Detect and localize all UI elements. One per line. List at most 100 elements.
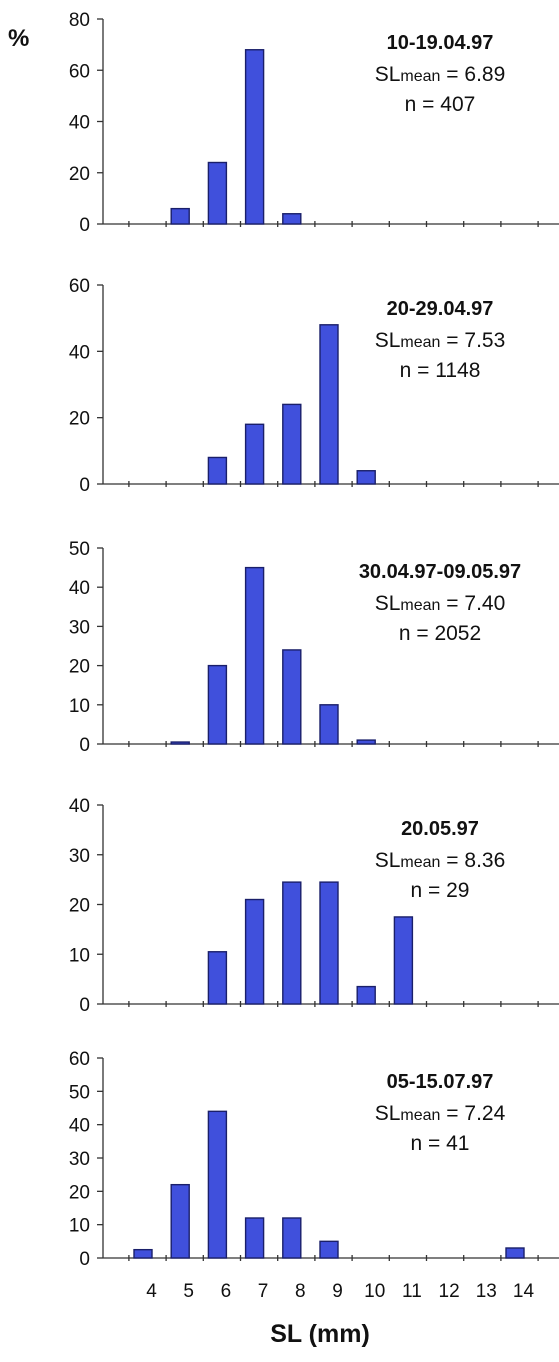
mean-value: = 7.24 — [440, 1102, 505, 1125]
y-tick-label: 20 — [69, 896, 90, 917]
x-tick-label: 6 — [221, 1281, 232, 1302]
mean-subscript: mean — [400, 68, 440, 85]
x-tick-label: 5 — [183, 1281, 194, 1302]
annotation-n: n = 2052 — [399, 622, 481, 645]
x-tick-label: 13 — [476, 1281, 497, 1302]
annotation-mean: SLmean = 7.24 — [375, 1102, 506, 1125]
bar-10 — [356, 739, 376, 745]
bar-9 — [319, 1240, 339, 1259]
bar-8 — [282, 213, 302, 225]
bar-10 — [356, 985, 376, 1005]
bar-5 — [170, 1183, 190, 1259]
bar-7 — [244, 898, 265, 1005]
x-tick-label: 7 — [258, 1281, 269, 1302]
y-tick-label: 40 — [69, 578, 90, 599]
panel-5: 0 10 20 30 40 50 60 4 5 6 7 8 9 10 11 12 13 14 05-15.07.97… — [69, 1049, 559, 1302]
y-tick-label: 40 — [69, 342, 90, 363]
mean-value: = 7.53 — [440, 329, 505, 352]
y-tick-label: 30 — [69, 846, 90, 867]
annotation-title: 10-19.04.97 — [387, 32, 494, 54]
y-tick-label: 60 — [69, 61, 90, 82]
y-tick-label: 80 — [69, 10, 90, 31]
bar-9 — [319, 704, 339, 745]
mean-prefix: SL — [375, 63, 401, 86]
bar-8 — [282, 1217, 302, 1259]
bar-6 — [207, 951, 228, 1005]
bar-9 — [319, 324, 339, 485]
y-tick-label: 10 — [69, 696, 90, 717]
mean-prefix: SL — [375, 329, 401, 352]
y-tick-label: 40 — [69, 1116, 90, 1137]
x-tick-label: 11 — [402, 1281, 422, 1302]
annotation-n: n = 41 — [411, 1132, 470, 1155]
x-tick-label: 10 — [364, 1281, 385, 1302]
y-tick-label: 20 — [69, 1182, 90, 1203]
annotation-n: n = 1148 — [400, 359, 481, 382]
panel-1: 0 20 40 60 80 10-19.04.97 SLmean = 6.89 n = 407 — [69, 10, 559, 236]
bar-9 — [319, 881, 339, 1005]
bar-14 — [505, 1247, 525, 1259]
y-tick-label: 40 — [69, 796, 90, 817]
annotation-n: n = 29 — [411, 879, 470, 902]
bar-6 — [207, 1110, 228, 1259]
bar-4 — [133, 1248, 153, 1259]
mean-prefix: SL — [375, 849, 401, 872]
x-axis-label: SL (mm) — [270, 1320, 370, 1348]
y-tick-label: 0 — [79, 735, 90, 756]
mean-subscript: mean — [400, 1107, 440, 1124]
bar-8 — [282, 403, 302, 485]
x-tick-label: 12 — [439, 1281, 460, 1302]
bar-11 — [393, 916, 414, 1005]
bar-5 — [170, 741, 190, 745]
y-tick-label: 60 — [69, 276, 90, 297]
annotation-mean: SLmean = 7.53 — [375, 329, 506, 352]
bar-7 — [244, 49, 265, 225]
annotation-title: 20-29.04.97 — [387, 298, 494, 320]
y-tick-label: 0 — [79, 475, 90, 496]
mean-subscript: mean — [400, 597, 440, 614]
panel-2: 0 20 40 60 20-29.04.97 SLmean = 7.53 n = 1148 — [69, 276, 559, 496]
annotation-mean: SLmean = 6.89 — [375, 63, 506, 86]
y-unit-label: % — [8, 25, 29, 52]
x-tick-label: 14 — [513, 1281, 535, 1302]
x-tick-label: 4 — [146, 1281, 157, 1302]
y-tick-label: 30 — [69, 1149, 90, 1170]
panel-3: 0 10 20 30 40 50 30.04.97-09.05.97 SLmean = 7.4… — [69, 539, 559, 756]
annotation-title: 20.05.97 — [401, 818, 479, 840]
y-tick-label: 10 — [69, 945, 90, 966]
annotation-n: n = 407 — [405, 93, 476, 116]
bar-8 — [282, 649, 302, 745]
mean-value: = 7.40 — [440, 592, 505, 615]
mean-prefix: SL — [375, 1102, 401, 1125]
bar-8 — [282, 881, 302, 1005]
x-tick-label: 8 — [295, 1281, 306, 1302]
y-tick-label: 0 — [79, 1249, 90, 1270]
y-tick-label: 50 — [69, 1082, 90, 1103]
mean-subscript: mean — [400, 334, 440, 351]
bar-7 — [244, 566, 265, 745]
bar-7 — [244, 423, 265, 485]
y-tick-label: 0 — [79, 995, 90, 1016]
bar-6 — [207, 456, 228, 485]
y-tick-label: 10 — [69, 1216, 90, 1237]
bar-6 — [207, 161, 228, 225]
y-tick-label: 20 — [69, 164, 90, 185]
mean-subscript: mean — [400, 854, 440, 871]
y-tick-label: 0 — [79, 215, 90, 236]
mean-prefix: SL — [375, 592, 401, 615]
y-tick-label: 30 — [69, 617, 90, 638]
mean-value: = 6.89 — [440, 63, 505, 86]
bar-6 — [207, 664, 228, 745]
y-tick-label: 20 — [69, 657, 90, 678]
y-tick-label: 40 — [69, 113, 90, 134]
bar-10 — [356, 470, 376, 485]
annotation-title: 30.04.97-09.05.97 — [359, 561, 521, 583]
annotation-mean: SLmean = 7.40 — [375, 592, 506, 615]
y-tick-label: 20 — [69, 409, 90, 430]
bar-7 — [244, 1217, 265, 1259]
annotation-title: 05-15.07.97 — [387, 1071, 494, 1093]
mean-value: = 8.36 — [440, 849, 505, 872]
